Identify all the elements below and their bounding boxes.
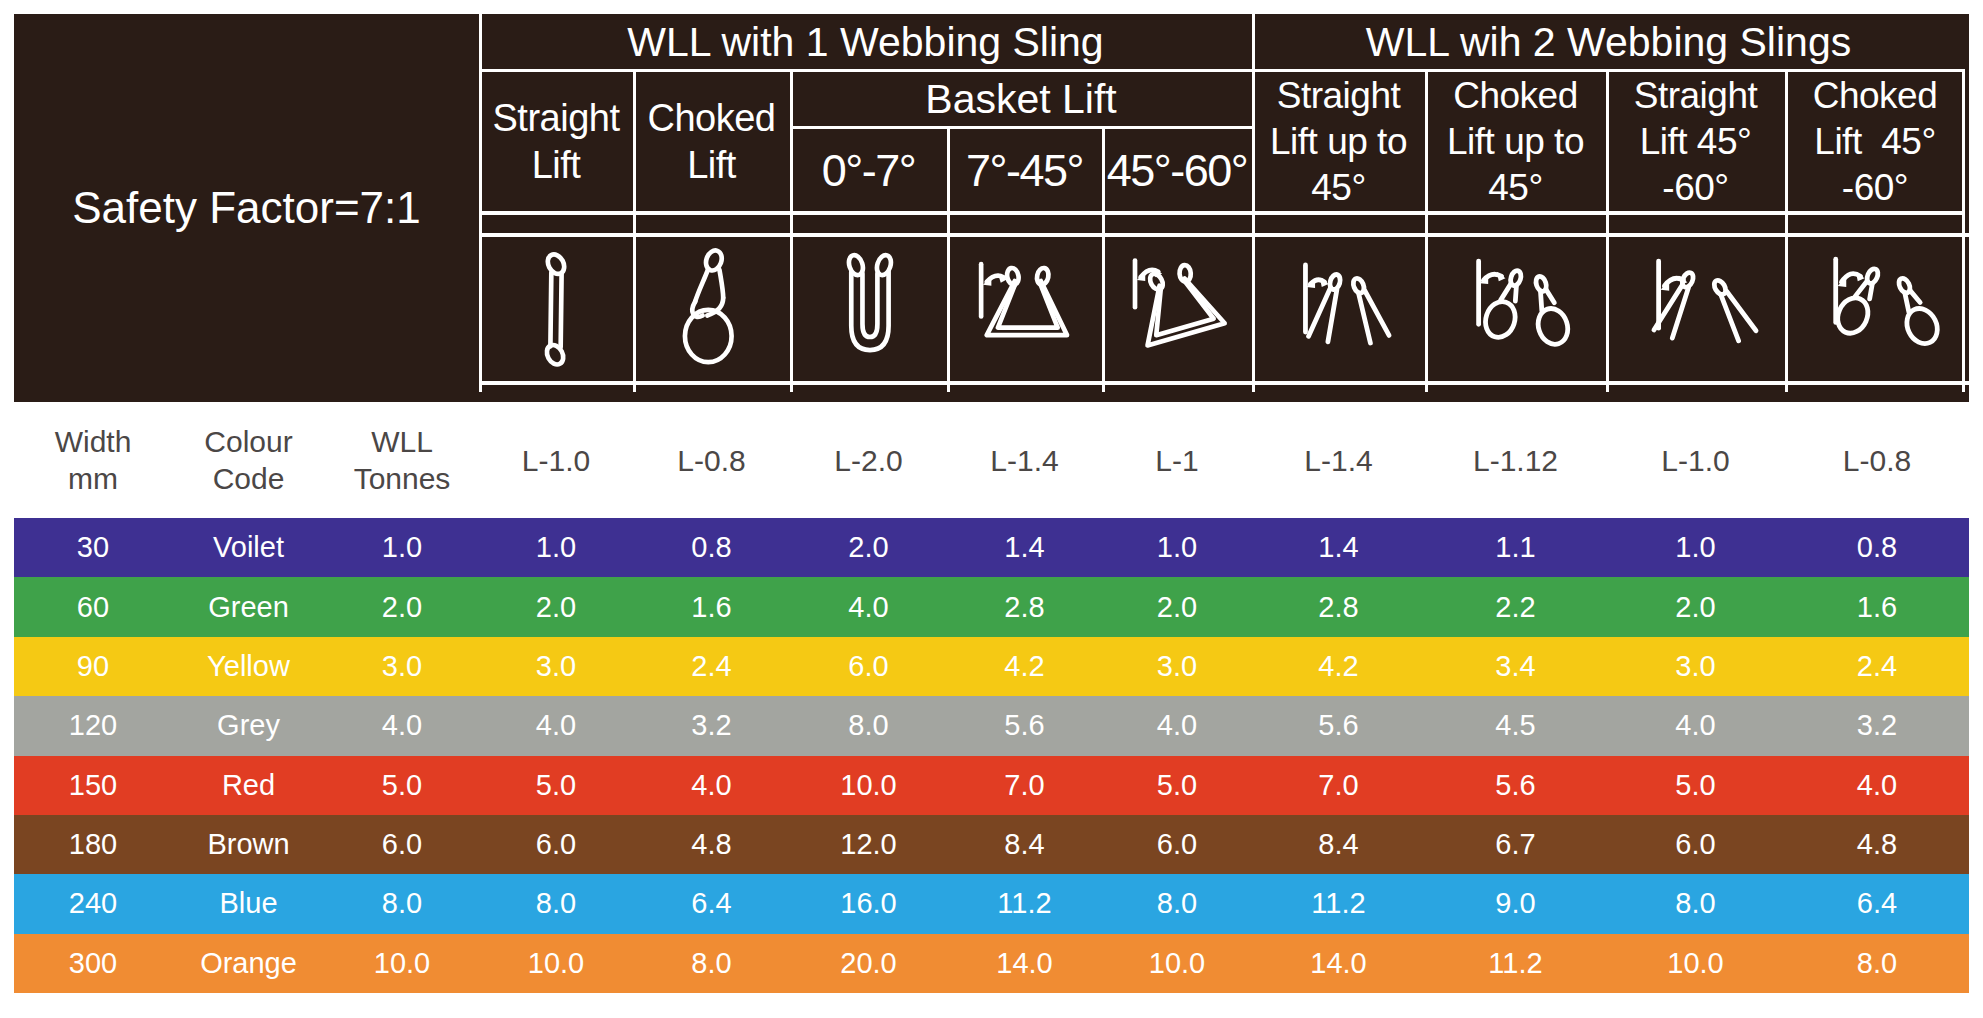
group-header-1-sling: WLL with 1 Webbing Sling <box>479 14 1252 71</box>
factor-label: L-1.4 <box>947 402 1102 518</box>
wll-webbing-sling-table: Safety Factor=7:1 WLL with 1 Webbing Sli… <box>0 0 1983 1018</box>
basket-45-60-icon <box>1102 237 1252 381</box>
table-row: 120Grey4.04.03.28.05.64.05.64.54.03.2 <box>14 696 1969 755</box>
col-header-basket-7-45: 7°-45° <box>947 128 1102 213</box>
data-rows: 30Voilet1.01.00.82.01.41.01.41.11.00.8 6… <box>14 518 1969 993</box>
table-row: 150Red5.05.04.010.07.05.07.05.65.04.0 <box>14 756 1969 815</box>
factor-label: L-1.0 <box>1606 402 1785 518</box>
col-header-choked-lift: ChokedLift <box>633 71 790 213</box>
divider <box>790 126 1252 129</box>
col-header-choked-45-60: ChokedLift 45°-60° <box>1785 71 1965 213</box>
two-straight-45-60-icon <box>1606 237 1785 381</box>
table-row: 60Green2.02.01.64.02.82.02.82.22.01.6 <box>14 577 1969 636</box>
basket-0-7-icon <box>790 237 947 381</box>
col-label-width: Widthmm <box>14 402 172 518</box>
col-header-choked-up-45: ChokedLift up to45° <box>1425 71 1606 213</box>
table-row: 30Voilet1.01.00.82.01.41.01.41.11.00.8 <box>14 518 1969 577</box>
table-row: 300Orange10.010.08.020.014.010.014.011.2… <box>14 934 1969 993</box>
two-choked-45-60-icon <box>1785 237 1965 381</box>
divider <box>479 211 1965 215</box>
factor-label: L-1.12 <box>1425 402 1606 518</box>
factor-label: L-1.0 <box>479 402 633 518</box>
straight-sling-icon <box>479 237 633 381</box>
divider <box>479 381 1969 385</box>
table-row: 90Yellow3.03.02.46.04.23.04.23.43.02.4 <box>14 637 1969 696</box>
safety-factor-label: Safety Factor=7:1 <box>14 14 479 402</box>
col-label-colour: ColourCode <box>172 402 325 518</box>
header-panel: Safety Factor=7:1 WLL with 1 Webbing Sli… <box>14 14 1969 402</box>
divider <box>479 69 1965 72</box>
two-straight-up-45-icon <box>1252 237 1425 381</box>
factor-label: L-1 <box>1102 402 1252 518</box>
choked-sling-icon <box>633 237 790 381</box>
column-label-row: Widthmm ColourCode WLLTonnes L-1.0 L-0.8… <box>14 402 1969 518</box>
col-header-basket-lift: Basket Lift <box>790 71 1252 128</box>
basket-7-45-icon <box>947 237 1102 381</box>
factor-label: L-0.8 <box>1785 402 1969 518</box>
table-row: 240Blue8.08.06.416.011.28.011.29.08.06.4 <box>14 874 1969 933</box>
col-header-basket-0-7: 0°-7° <box>790 128 947 213</box>
col-header-straight-lift: StraightLift <box>479 71 633 213</box>
factor-label: L-1.4 <box>1252 402 1425 518</box>
col-header-straight-up-45: StraightLift up to45° <box>1252 71 1425 213</box>
table-row: 180Brown6.06.04.812.08.46.08.46.76.04.8 <box>14 815 1969 874</box>
two-choked-up-45-icon <box>1425 237 1606 381</box>
col-label-wll: WLLTonnes <box>325 402 479 518</box>
col-header-straight-45-60: StraightLift 45°-60° <box>1606 71 1785 213</box>
factor-label: L-0.8 <box>633 402 790 518</box>
group-header-2-slings: WLL wih 2 Webbing Slings <box>1252 14 1965 71</box>
factor-label: L-2.0 <box>790 402 947 518</box>
col-header-basket-45-60: 45°-60° <box>1102 128 1252 213</box>
